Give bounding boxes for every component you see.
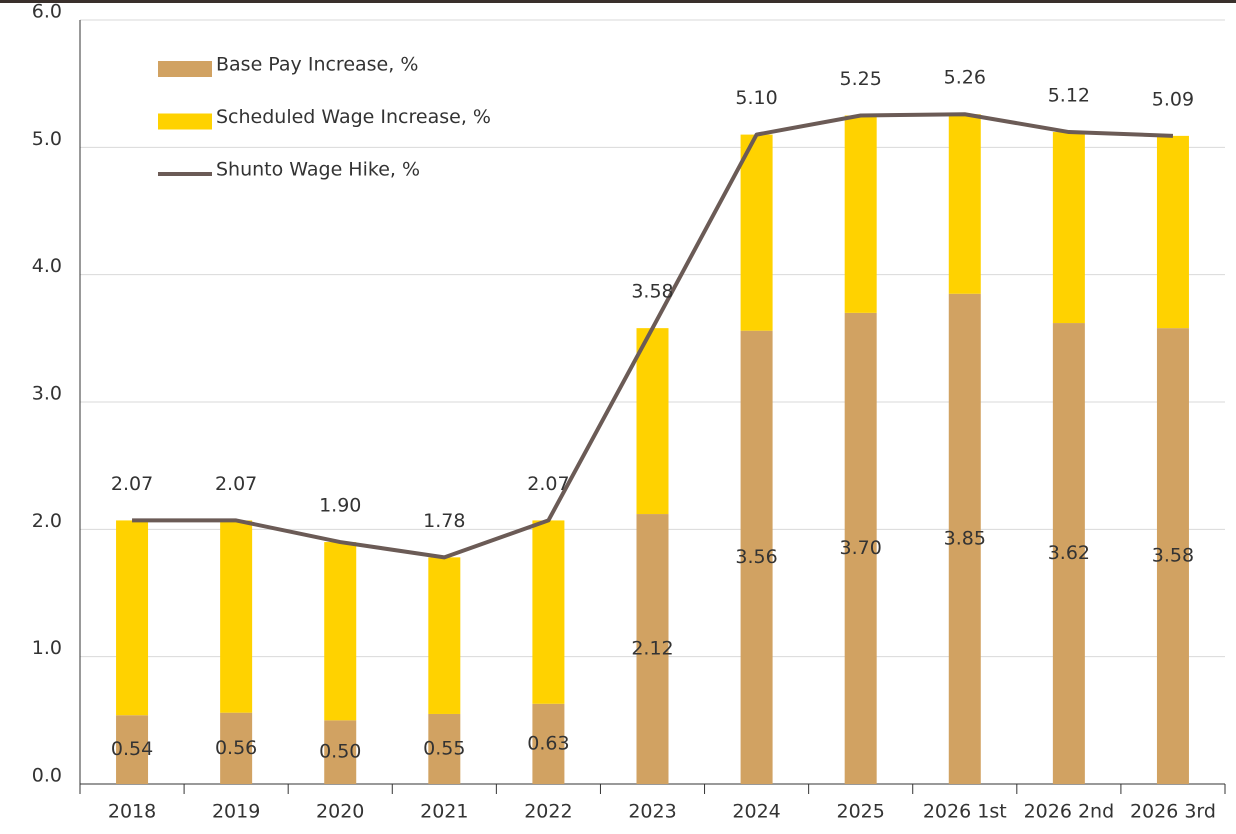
legend-label: Base Pay Increase, % — [216, 54, 418, 76]
top-border — [0, 0, 1236, 3]
x-tick-label: 2026 3rd — [1130, 801, 1216, 823]
bar — [532, 520, 565, 704]
bar — [220, 520, 253, 713]
data-label: 0.63 — [527, 732, 569, 754]
data-label: 0.55 — [423, 737, 465, 759]
data-label: 0.50 — [319, 741, 361, 763]
x-tick-label: 2026 1st — [923, 801, 1007, 823]
data-label: 0.56 — [215, 737, 257, 759]
data-label: 0.54 — [111, 738, 153, 760]
bar — [532, 703, 565, 784]
data-label: 3.62 — [1048, 542, 1090, 564]
bar — [1052, 323, 1085, 784]
data-label: 3.70 — [840, 537, 882, 559]
bar — [428, 557, 461, 714]
x-tick-label: 2026 2nd — [1024, 801, 1115, 823]
legend-label: Scheduled Wage Increase, % — [216, 106, 491, 128]
data-label: 2.12 — [631, 638, 673, 660]
bar — [1156, 328, 1189, 784]
bar — [948, 293, 981, 784]
x-tick-label: 2023 — [628, 801, 676, 823]
data-label: 1.90 — [319, 495, 361, 517]
bar — [844, 115, 877, 313]
y-tick-label: 3.0 — [32, 383, 62, 405]
data-label: 3.58 — [1152, 545, 1194, 567]
bar — [844, 312, 877, 784]
bar — [220, 712, 253, 784]
legend-swatch — [158, 61, 212, 77]
bar — [740, 134, 773, 331]
line — [132, 112, 1174, 560]
bar — [116, 715, 149, 784]
bar — [428, 713, 461, 784]
data-label: 5.26 — [944, 67, 986, 89]
x-tick-label: 2025 — [837, 801, 885, 823]
x-tick-label: 2018 — [108, 801, 156, 823]
data-label: 3.58 — [631, 281, 673, 303]
bar — [116, 520, 149, 716]
bar — [324, 542, 357, 721]
bar — [324, 720, 357, 784]
data-label: 2.07 — [527, 473, 569, 495]
x-tick-label: 2021 — [420, 801, 468, 823]
data-label: 2.07 — [215, 473, 257, 495]
x-tick-label: 2022 — [524, 801, 572, 823]
y-tick-label: 5.0 — [32, 128, 62, 150]
y-tick-label: 2.0 — [32, 510, 62, 532]
y-tick-label: 1.0 — [32, 637, 62, 659]
data-label: 5.10 — [735, 87, 777, 109]
data-label: 2.07 — [111, 473, 153, 495]
data-label: 1.78 — [423, 510, 465, 532]
y-tick-label: 0.0 — [32, 765, 62, 787]
bar — [948, 114, 981, 294]
y-tick-label: 4.0 — [32, 255, 62, 277]
data-label: 5.25 — [840, 68, 882, 90]
legend-swatch — [158, 113, 212, 130]
y-tick-label: 6.0 — [32, 1, 62, 23]
bar — [1156, 135, 1189, 329]
x-tick-label: 2020 — [316, 801, 364, 823]
bar — [636, 514, 669, 784]
x-tick-label: 2019 — [212, 801, 260, 823]
data-label: 3.56 — [735, 546, 777, 568]
data-label: 5.12 — [1048, 85, 1090, 107]
x-tick-label: 2024 — [732, 801, 780, 823]
legend-label: Shunto Wage Hike, % — [216, 159, 420, 181]
data-label: 3.85 — [944, 527, 986, 549]
bar — [1052, 132, 1085, 324]
bar — [740, 330, 773, 784]
bar — [636, 328, 669, 515]
data-label: 5.09 — [1152, 88, 1194, 110]
